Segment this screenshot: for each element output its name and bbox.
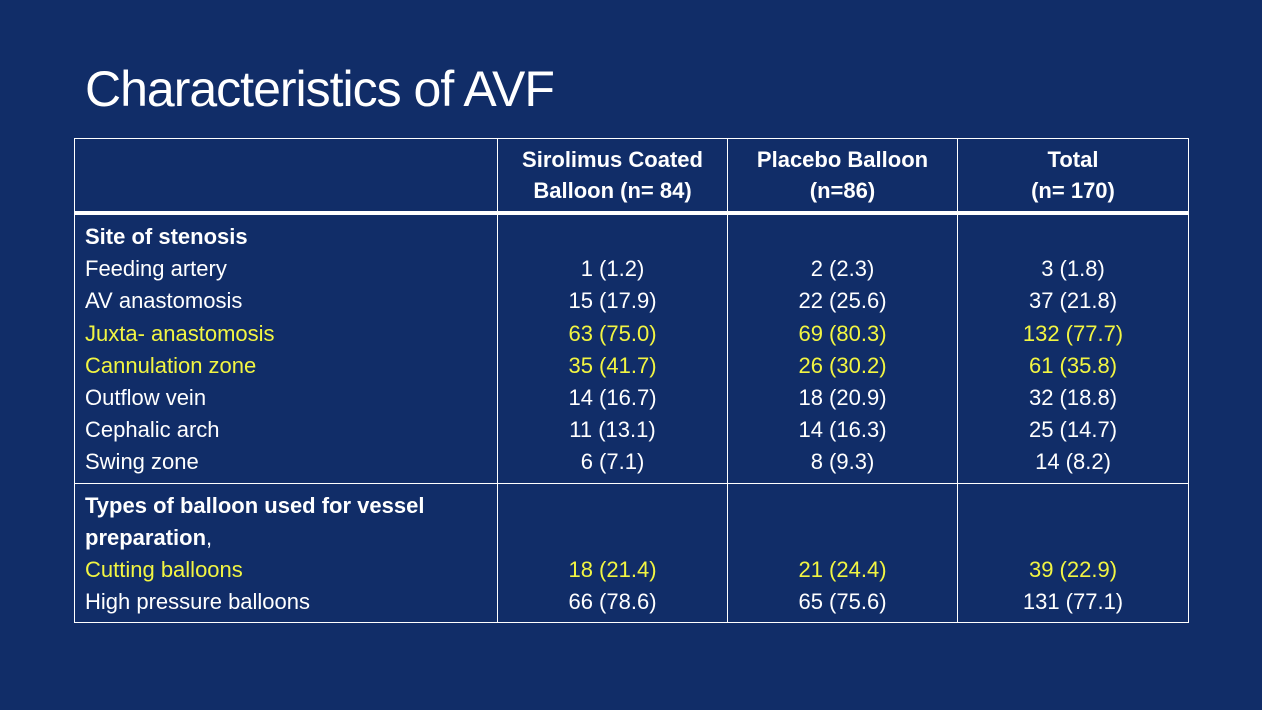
section-heading-cell: Types of balloon used for vessel prepara… bbox=[74, 483, 498, 554]
header-line: Balloon (n= 84) bbox=[533, 178, 692, 203]
value-total: 132 (77.7) bbox=[957, 317, 1189, 350]
row-label: High pressure balloons bbox=[74, 585, 498, 623]
value-total: 39 (22.9) bbox=[957, 553, 1189, 586]
table-row: Outflow vein 14 (16.7) 18 (20.9) 32 (18.… bbox=[74, 381, 1189, 415]
section-site-of-stenosis: Site of stenosis Feeding artery 1 (1.2) … bbox=[74, 213, 1189, 484]
row-label: Feeding artery bbox=[74, 253, 498, 286]
value-sirolimus: 14 (16.7) bbox=[497, 381, 728, 415]
value-sirolimus: 11 (13.1) bbox=[497, 414, 728, 447]
header-row: Sirolimus Coated Balloon (n= 84) Placebo… bbox=[74, 138, 1189, 215]
value-placebo: 21 (24.4) bbox=[727, 553, 958, 586]
row-label: Cephalic arch bbox=[74, 414, 498, 447]
header-cell-placebo: Placebo Balloon (n=86) bbox=[727, 138, 958, 215]
empty-cell bbox=[727, 213, 958, 254]
value-total: 32 (18.8) bbox=[957, 381, 1189, 415]
section-heading: Types of balloon used for vessel prepara… bbox=[85, 492, 425, 550]
value-sirolimus: 1 (1.2) bbox=[497, 253, 728, 286]
value-total: 25 (14.7) bbox=[957, 414, 1189, 447]
value-sirolimus: 66 (78.6) bbox=[497, 585, 728, 623]
section-heading-row: Types of balloon used for vessel prepara… bbox=[74, 483, 1189, 554]
header-line: (n= 170) bbox=[1031, 178, 1115, 203]
value-total: 131 (77.1) bbox=[957, 585, 1189, 623]
empty-cell bbox=[957, 213, 1189, 254]
empty-cell bbox=[727, 483, 958, 554]
row-label: Cutting balloons bbox=[74, 553, 498, 586]
value-total: 61 (35.8) bbox=[957, 349, 1189, 382]
value-placebo: 22 (25.6) bbox=[727, 285, 958, 318]
value-total: 14 (8.2) bbox=[957, 446, 1189, 484]
section-heading-suffix: , bbox=[206, 524, 213, 550]
header-line: Sirolimus Coated bbox=[522, 147, 703, 172]
empty-cell bbox=[957, 483, 1189, 554]
header-line: Placebo Balloon bbox=[756, 147, 929, 172]
header-line: (n=86) bbox=[809, 178, 876, 203]
table-row-highlight: Cannulation zone 35 (41.7) 26 (30.2) 61 … bbox=[74, 349, 1189, 382]
value-sirolimus: 35 (41.7) bbox=[497, 349, 728, 382]
table-row: AV anastomosis 15 (17.9) 22 (25.6) 37 (2… bbox=[74, 285, 1189, 318]
header-line: Total bbox=[1047, 147, 1099, 172]
row-label: Outflow vein bbox=[74, 381, 498, 415]
value-placebo: 18 (20.9) bbox=[727, 381, 958, 415]
value-placebo: 26 (30.2) bbox=[727, 349, 958, 382]
section-heading: Site of stenosis bbox=[74, 213, 498, 254]
value-placebo: 2 (2.3) bbox=[727, 253, 958, 286]
row-label: Swing zone bbox=[74, 446, 498, 484]
header-cell-sirolimus: Sirolimus Coated Balloon (n= 84) bbox=[497, 138, 728, 215]
empty-cell bbox=[497, 483, 728, 554]
value-sirolimus: 18 (21.4) bbox=[497, 553, 728, 586]
value-sirolimus: 6 (7.1) bbox=[497, 446, 728, 484]
row-label: AV anastomosis bbox=[74, 285, 498, 318]
empty-cell bbox=[497, 213, 728, 254]
section-heading-row: Site of stenosis bbox=[74, 213, 1189, 254]
section-balloon-types: Types of balloon used for vessel prepara… bbox=[74, 483, 1189, 623]
value-placebo: 65 (75.6) bbox=[727, 585, 958, 623]
header-cell-total: Total (n= 170) bbox=[957, 138, 1189, 215]
value-sirolimus: 63 (75.0) bbox=[497, 317, 728, 350]
table-row-highlight: Juxta- anastomosis 63 (75.0) 69 (80.3) 1… bbox=[74, 317, 1189, 350]
value-placebo: 14 (16.3) bbox=[727, 414, 958, 447]
characteristics-table: Sirolimus Coated Balloon (n= 84) Placebo… bbox=[74, 138, 1189, 623]
value-placebo: 8 (9.3) bbox=[727, 446, 958, 484]
table-row: Cephalic arch 11 (13.1) 14 (16.3) 25 (14… bbox=[74, 414, 1189, 447]
table-row: High pressure balloons 66 (78.6) 65 (75.… bbox=[74, 585, 1189, 623]
slide-title: Characteristics of AVF bbox=[85, 61, 555, 117]
value-total: 37 (21.8) bbox=[957, 285, 1189, 318]
value-placebo: 69 (80.3) bbox=[727, 317, 958, 350]
table-row: Swing zone 6 (7.1) 8 (9.3) 14 (8.2) bbox=[74, 446, 1189, 484]
table-row-highlight: Cutting balloons 18 (21.4) 21 (24.4) 39 … bbox=[74, 553, 1189, 586]
table-row: Feeding artery 1 (1.2) 2 (2.3) 3 (1.8) bbox=[74, 253, 1189, 286]
row-label: Juxta- anastomosis bbox=[74, 317, 498, 350]
header-cell-empty bbox=[74, 138, 498, 215]
value-sirolimus: 15 (17.9) bbox=[497, 285, 728, 318]
row-label: Cannulation zone bbox=[74, 349, 498, 382]
value-total: 3 (1.8) bbox=[957, 253, 1189, 286]
